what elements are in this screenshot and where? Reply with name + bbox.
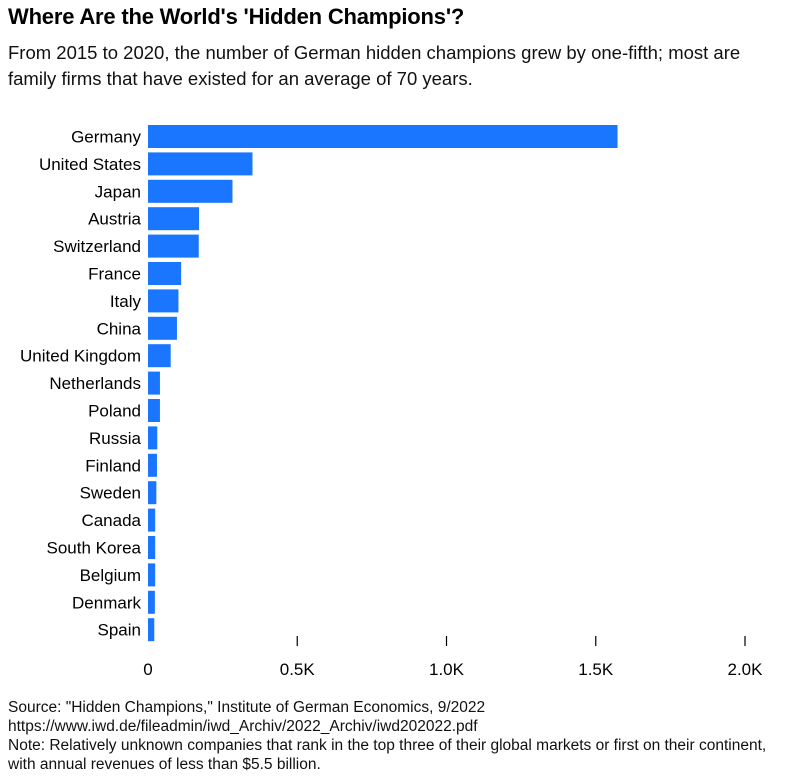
bar-china [148,316,177,340]
bar-united-kingdom [148,344,171,368]
bar-switzerland [148,234,199,258]
category-label-austria: Austria [88,210,141,229]
bar-poland [148,399,160,422]
bars-group [148,125,618,642]
chart-footer: Source: "Hidden Champions," Institute of… [8,698,788,774]
bar-netherlands [148,371,160,395]
bar-chart: Germany United States Japan Austria Switzerl… [20,125,763,679]
category-label-sweden: Sweden [80,484,141,503]
x-tick-label-1: 0.5K [280,660,316,679]
x-tick-label-2: 1.0K [429,660,465,679]
bar-austria [148,207,200,231]
category-labels-group: Germany United States Japan Austria Switzerl… [20,128,142,640]
category-label-germany: Germany [71,128,141,147]
bar-spain [148,618,155,642]
bar-finland [148,453,157,477]
bar-japan [148,179,233,203]
x-tick-label-0: 0 [143,660,152,679]
category-label-united-states: United States [39,155,141,174]
bar-germany [148,125,618,148]
category-label-finland: Finland [85,456,141,475]
chart-title: Where Are the World's 'Hidden Champions'… [8,4,465,29]
x-tick-label-3: 1.5K [578,660,614,679]
category-label-canada: Canada [81,511,141,530]
category-label-netherlands: Netherlands [49,374,141,393]
x-tick-label-4: 2.0K [728,660,764,679]
category-label-italy: Italy [110,292,142,311]
category-label-belgium: Belgium [80,566,141,585]
bar-italy [148,289,179,313]
category-label-united-kingdom: United Kingdom [20,347,141,366]
bar-south-korea [148,536,156,559]
bar-denmark [148,590,155,614]
bar-russia [148,426,158,450]
category-label-poland: Poland [88,402,141,421]
bar-canada [148,508,156,532]
category-label-russia: Russia [89,429,142,448]
category-label-france: France [88,265,141,284]
x-axis: 0 0.5K 1.0K 1.5K 2.0K [143,636,763,679]
source-url[interactable]: https://www.iwd.de/fileadmin/iwd_Archiv/… [8,718,478,735]
category-label-spain: Spain [98,621,141,640]
category-label-china: China [97,319,142,338]
category-label-south-korea: South Korea [46,539,141,558]
category-label-switzerland: Switzerland [53,237,141,256]
definition-note: Note: Relatively unknown companies that … [8,737,767,773]
bar-united-states [148,152,253,176]
source-note: Source: "Hidden Champions," Institute of… [8,699,486,716]
bar-france [148,262,182,285]
chart-subtitle: From 2015 to 2020, the number of German … [8,42,741,89]
category-label-japan: Japan [95,182,141,201]
bar-sweden [148,481,157,505]
category-label-denmark: Denmark [72,593,141,612]
bar-belgium [148,563,156,587]
